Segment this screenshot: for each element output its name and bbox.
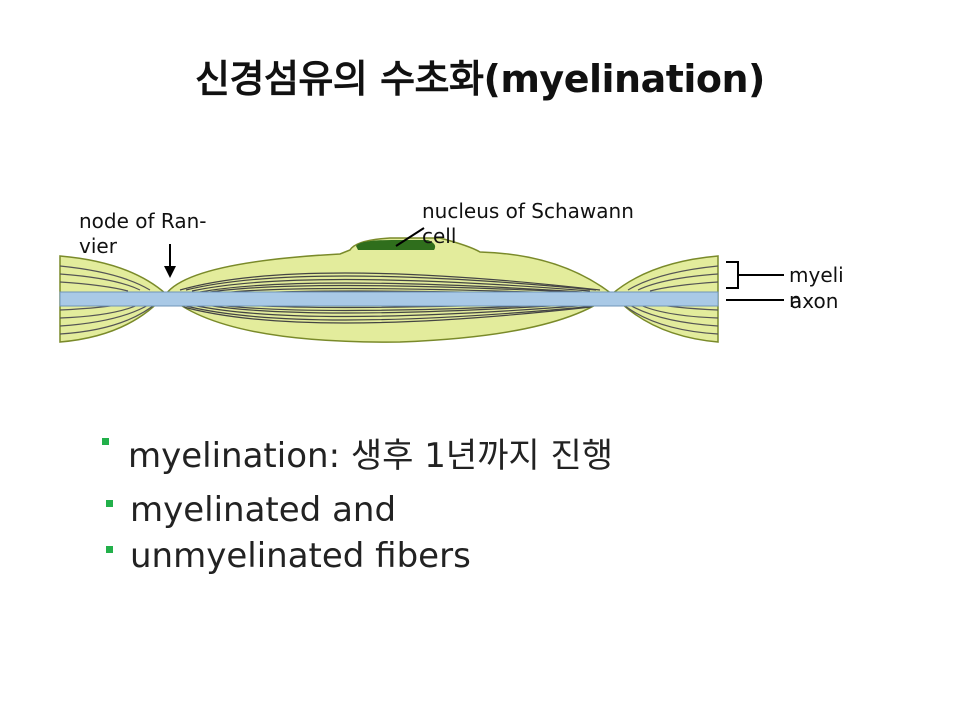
- node-of-ranvier-label: node of Ran- vier: [79, 209, 207, 259]
- schwann-nucleus: [356, 240, 436, 250]
- nucleus-label: nucleus of Schawann cell: [422, 199, 634, 249]
- myelin-label-line1: myeli: [789, 263, 844, 287]
- axon-label: axon: [790, 289, 839, 313]
- node-label-line1: node of Ran-: [79, 209, 207, 233]
- nucleus-pointer: [395, 227, 425, 247]
- myelin-segment-middle: [164, 237, 614, 343]
- node-arrow: [164, 244, 176, 278]
- bullet-marker: [102, 438, 109, 445]
- bullet-marker: [106, 546, 113, 553]
- myelin-label: myeli n: [789, 263, 844, 313]
- bullet-item: unmyelinated fibers: [130, 536, 471, 576]
- slide-title: 신경섬유의 수초화(myelination): [195, 57, 765, 101]
- bullet-item: myelinated and: [130, 490, 397, 530]
- bullet-item: myelination: 생후 1년까지 진행: [128, 436, 614, 476]
- nucleus-label-line1: nucleus of Schawann: [422, 199, 634, 223]
- nucleus-label-line2: cell: [422, 224, 457, 248]
- axon-core: [59, 291, 719, 307]
- myelin-bracket: [726, 261, 784, 289]
- node-label-line2: vier: [79, 234, 117, 258]
- bullet-marker: [106, 500, 113, 507]
- myelin-label-line2: n: [789, 288, 802, 312]
